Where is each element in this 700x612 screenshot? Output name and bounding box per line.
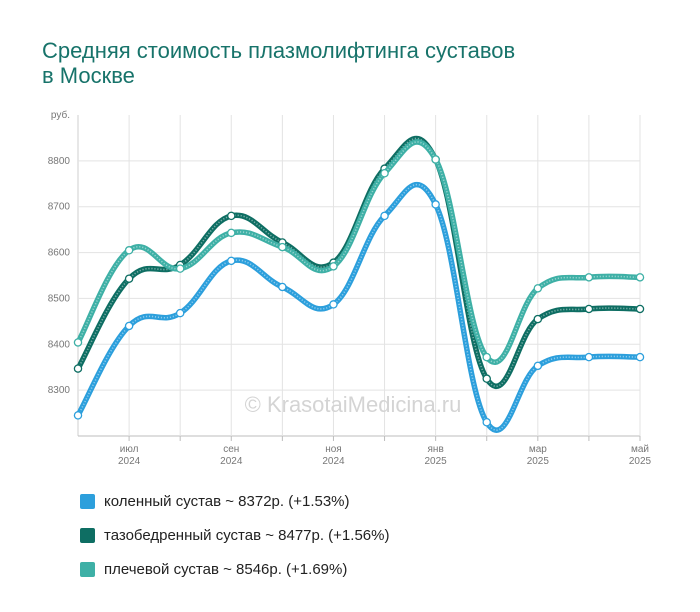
legend-item-shoulder[interactable]: плечевой сустав ~ 8546р. (+1.69%) <box>80 552 389 586</box>
series-line-texture <box>77 141 641 363</box>
data-point <box>584 304 594 314</box>
x-tick-label-month: июл <box>120 444 139 455</box>
data-point <box>533 314 543 324</box>
x-tick-label-year: 2025 <box>527 456 550 467</box>
series-3 <box>73 139 645 365</box>
data-point <box>635 273 645 282</box>
data-point <box>227 211 236 221</box>
chart-title: Средняя стоимость плазмолифтинга суставо… <box>42 38 642 88</box>
legend-label-shoulder: плечевой сустав ~ 8546р. (+1.69%) <box>104 560 348 578</box>
x-tick-label-month: сен <box>223 444 239 455</box>
data-point <box>73 338 83 347</box>
legend-label-hip: тазобедренный сустав ~ 8477р. (+1.56%) <box>104 526 390 544</box>
series-line <box>75 139 643 365</box>
x-tick-label-year: 2024 <box>220 456 243 467</box>
x-tick-label-month: янв <box>428 444 444 455</box>
data-point <box>533 361 543 371</box>
data-point <box>431 200 440 209</box>
data-point <box>635 352 645 362</box>
legend-item-hip[interactable]: тазобедренный сустав ~ 8477р. (+1.56%) <box>80 518 389 552</box>
data-point <box>482 417 491 427</box>
x-tick-label-year: 2024 <box>322 456 345 467</box>
data-point <box>227 228 236 238</box>
y-tick-label: 8500 <box>48 293 71 304</box>
data-point <box>278 242 287 252</box>
data-point <box>124 274 134 283</box>
series-1 <box>73 181 645 433</box>
data-point <box>431 155 440 164</box>
data-point <box>584 352 594 362</box>
data-point <box>278 282 287 292</box>
data-point <box>227 256 236 266</box>
data-point <box>380 211 389 221</box>
y-tick-label: 8700 <box>48 202 71 213</box>
chart-title-line-2: в Москве <box>42 63 135 88</box>
data-point <box>584 273 594 282</box>
x-tick-label-month: мар <box>529 444 547 455</box>
y-tick-label: 8400 <box>48 339 71 350</box>
data-point <box>533 284 543 293</box>
y-tick-label: 8800 <box>48 156 71 167</box>
watermark: © KrasotaiMedicina.ru <box>245 392 462 417</box>
data-point <box>124 321 134 331</box>
data-point <box>482 374 491 383</box>
data-point <box>73 411 83 420</box>
data-point <box>175 308 185 318</box>
data-point <box>124 246 134 255</box>
legend: коленный сустав ~ 8372р. (+1.53%) тазобе… <box>80 484 389 586</box>
y-tick-label: 8600 <box>48 248 71 259</box>
x-tick-label-year: 2024 <box>118 456 141 467</box>
x-tick-label-month: ноя <box>325 444 342 455</box>
data-point <box>329 262 338 271</box>
x-tick-label-year: 2025 <box>425 456 448 467</box>
chart-title-line-1: Средняя стоимость плазмолифтинга суставо… <box>42 38 516 63</box>
data-point <box>329 300 338 309</box>
data-point <box>175 264 185 273</box>
x-tick-label-year: 2025 <box>629 456 652 467</box>
legend-swatch-hip <box>80 527 95 543</box>
data-point <box>380 168 389 178</box>
legend-swatch-shoulder <box>80 561 95 577</box>
data-point <box>73 364 83 373</box>
y-unit-label: руб. <box>51 109 70 121</box>
data-point <box>635 304 645 314</box>
y-tick-label: 8300 <box>48 385 71 396</box>
legend-label-knee: коленный сустав ~ 8372р. (+1.53%) <box>104 492 350 510</box>
legend-swatch-knee <box>80 493 95 509</box>
legend-item-knee[interactable]: коленный сустав ~ 8372р. (+1.53%) <box>80 484 389 518</box>
x-tick-label-month: май <box>631 444 649 455</box>
data-point <box>482 352 491 362</box>
